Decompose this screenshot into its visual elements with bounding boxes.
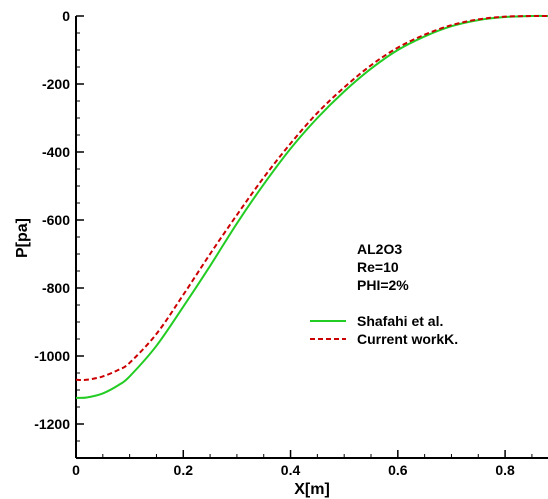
- y-tick-label: 0: [62, 8, 70, 24]
- y-tick-label: -1200: [34, 416, 70, 432]
- x-tick-label: 0.6: [388, 462, 408, 478]
- legend-label-current: Current workK.: [357, 331, 458, 347]
- legend-label-shafahi: Shafahi et al.: [357, 313, 443, 329]
- x-tick-label: 0.8: [495, 462, 515, 478]
- y-tick-label: -600: [42, 212, 70, 228]
- x-tick-label: 0.4: [281, 462, 301, 478]
- x-tick-label: 0.2: [174, 462, 194, 478]
- x-tick-label: 0: [72, 462, 80, 478]
- y-tick-label: -1000: [34, 348, 70, 364]
- y-tick-label: -800: [42, 280, 70, 296]
- series-line-current-work: [75, 14, 548, 382]
- x-axis-title: X[m]: [294, 481, 330, 498]
- y-axis-title: P[pa]: [14, 218, 31, 258]
- axes: 0 0.2 0.4 0.6 0.8 0 -200 -400 -600 -800 -1000 -1200: [34, 8, 548, 478]
- annotation-material: AL2O3: [357, 241, 402, 257]
- series-layer: [75, 14, 548, 399]
- legend: Shafahi et al. Current workK.: [310, 313, 458, 347]
- y-tick-label: -400: [42, 144, 70, 160]
- annotation-block: AL2O3 Re=10 PHI=2%: [357, 241, 409, 293]
- y-tick-label: -200: [42, 76, 70, 92]
- annotation-reynolds: Re=10: [357, 259, 399, 275]
- annotation-phi: PHI=2%: [357, 277, 409, 293]
